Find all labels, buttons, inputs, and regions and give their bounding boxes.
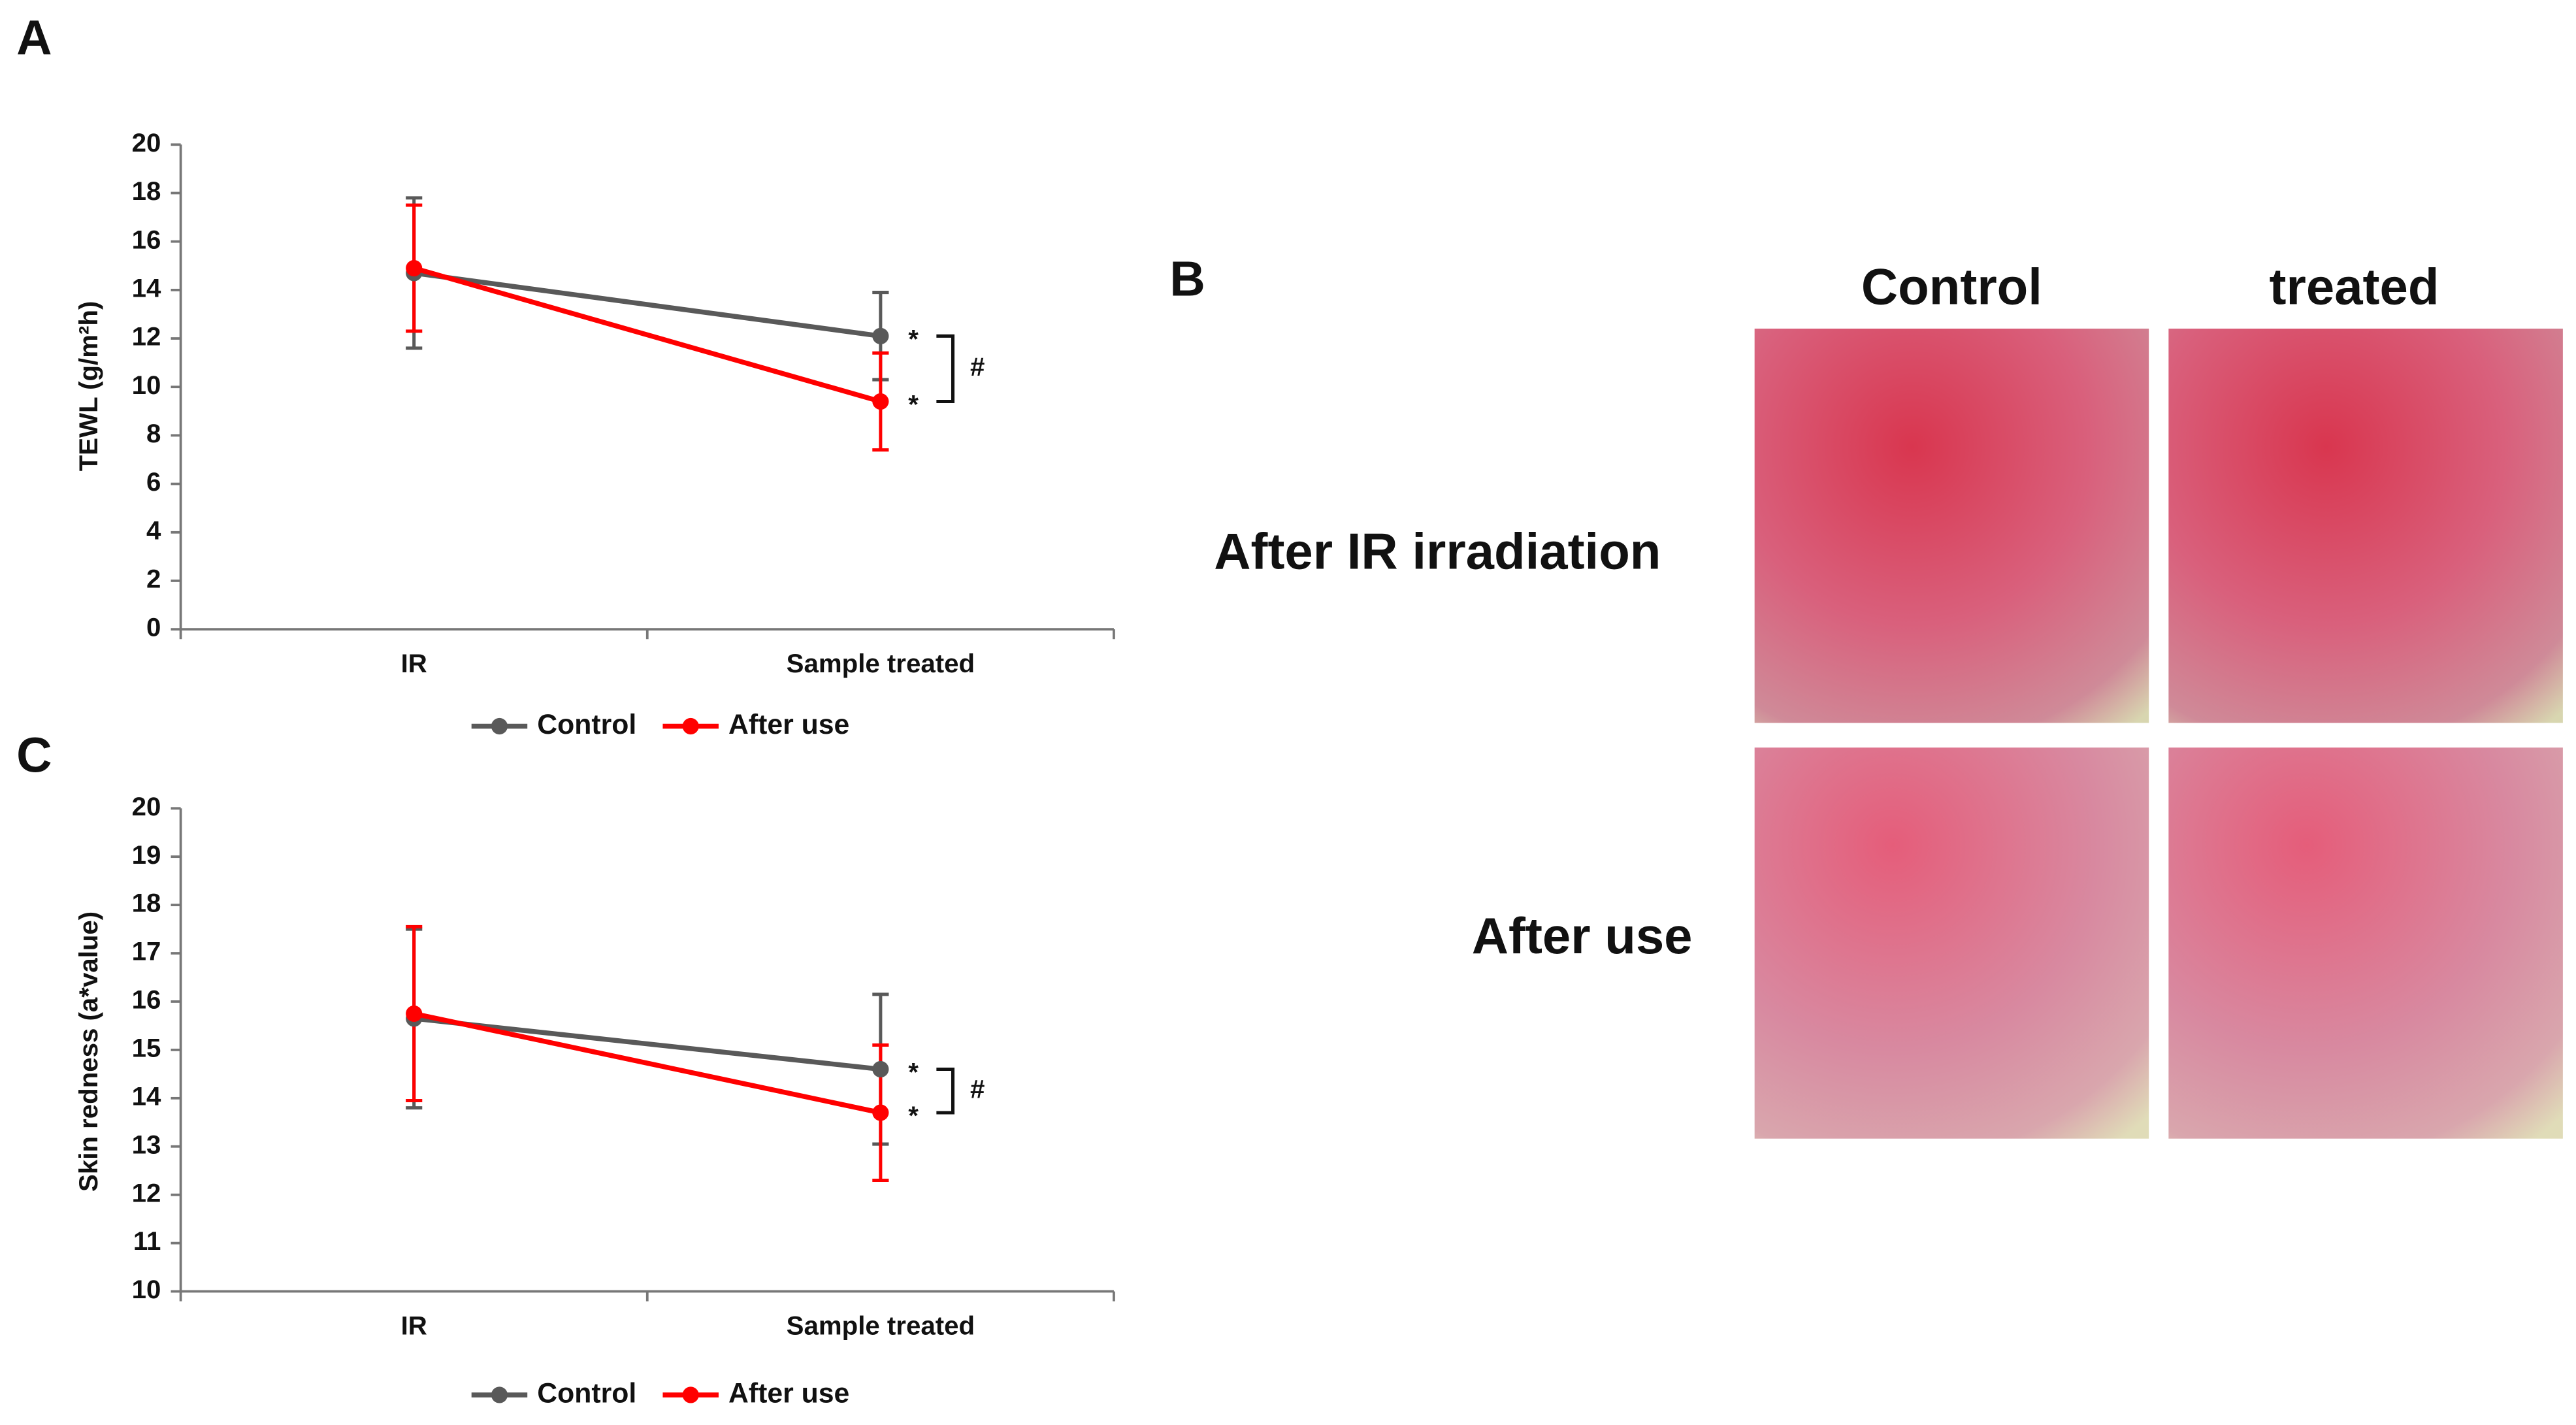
- series-line: [413, 265, 881, 404]
- column-header: treated: [2270, 258, 2439, 316]
- x-tick-label: Sample treated: [787, 1311, 975, 1340]
- y-tick-label: 18: [132, 889, 161, 918]
- y-tick-label: 18: [132, 176, 161, 206]
- y-tick-label: 12: [132, 1178, 161, 1207]
- row-label: After IR irradiation: [1214, 523, 1661, 580]
- bracket: [936, 334, 955, 403]
- legend-marker: [682, 1386, 699, 1403]
- annotation: *: [908, 390, 919, 419]
- legend-marker: [682, 717, 699, 735]
- legend-label: Control: [537, 1377, 636, 1409]
- y-tick-label: 10: [132, 370, 161, 400]
- point: [872, 393, 889, 410]
- x-tick-label: IR: [401, 649, 427, 678]
- chart: C Skin redness (a*value) 10 11 12 13 14 15 16 17 1…: [16, 728, 1115, 1409]
- legend-marker: [491, 1386, 508, 1403]
- legend-label: Control: [537, 709, 636, 740]
- legend-label: After use: [728, 1377, 849, 1409]
- column-header: Control: [1861, 258, 2042, 316]
- legend-label: After use: [728, 709, 849, 740]
- skin-photo: [1754, 747, 2149, 1139]
- point: [872, 1060, 889, 1078]
- annotation: #: [970, 352, 985, 382]
- x-tick-label: IR: [401, 1311, 427, 1340]
- y-tick-label: 6: [146, 467, 161, 497]
- series-line: [414, 1016, 881, 1072]
- y-tick-label: 17: [132, 937, 161, 966]
- series-line: [414, 270, 881, 339]
- point: [872, 1104, 889, 1121]
- annotation: #: [970, 1074, 985, 1104]
- y-tick-label: 10: [132, 1275, 161, 1304]
- panel-label: B: [1169, 251, 1205, 306]
- y-tick-label: 19: [132, 840, 161, 870]
- y-tick-label: 12: [132, 322, 161, 352]
- y-tick-label: 15: [132, 1034, 161, 1063]
- chart: A TEWL (g/m²h) 0 2 4 6 8 10 12 14 16 18 20 IR Sample t…: [16, 10, 1115, 740]
- point: [872, 327, 889, 344]
- series-line: [413, 1011, 881, 1115]
- y-tick-label: 20: [132, 128, 161, 157]
- y-tick-label: 11: [133, 1226, 161, 1256]
- point: [406, 1005, 423, 1023]
- y-tick-label: 14: [132, 1081, 161, 1111]
- y-tick-label: 13: [132, 1130, 161, 1159]
- panel-label: C: [16, 728, 52, 783]
- bracket: [936, 1067, 955, 1115]
- skin-photo: [2168, 328, 2563, 723]
- y-tick-label: 14: [132, 273, 161, 303]
- legend-marker: [491, 717, 508, 735]
- point: [406, 259, 423, 277]
- skin-photo: [1754, 328, 2149, 723]
- y-axis-label: TEWL (g/m²h): [74, 301, 103, 472]
- annotation: *: [908, 324, 919, 353]
- x-tick-label: Sample treated: [787, 649, 975, 678]
- annotation: *: [908, 1101, 919, 1130]
- row-label: After use: [1472, 907, 1693, 964]
- y-tick-label: 4: [146, 516, 161, 545]
- annotation: *: [908, 1058, 919, 1087]
- y-tick-label: 2: [146, 565, 161, 594]
- y-tick-label: 16: [132, 225, 161, 254]
- panel-b: B Control treated After IR irradiation A…: [1169, 251, 2563, 1139]
- y-tick-label: 16: [132, 985, 161, 1015]
- skin-photo: [2168, 747, 2563, 1139]
- y-tick-label: 8: [146, 419, 161, 448]
- y-tick-label: 0: [146, 613, 161, 642]
- y-tick-label: 20: [132, 792, 161, 821]
- panel-label: A: [16, 10, 52, 65]
- y-axis-label: Skin redness (a*value): [74, 911, 103, 1192]
